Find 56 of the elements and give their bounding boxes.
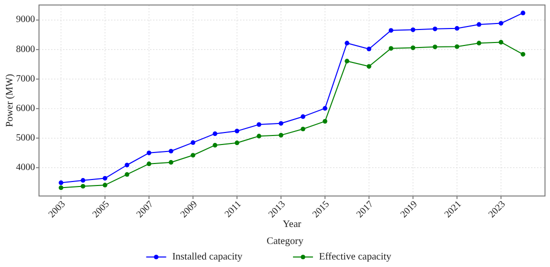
- y-tick-label: 7000: [16, 74, 36, 84]
- point: [322, 106, 328, 111]
- point: [498, 40, 504, 44]
- point: [58, 180, 64, 186]
- point: [388, 46, 394, 51]
- point: [124, 162, 130, 168]
- point: [256, 134, 262, 138]
- point: [190, 152, 196, 158]
- point: [410, 28, 416, 32]
- point: [256, 122, 262, 127]
- point: [278, 132, 284, 138]
- point: [454, 26, 460, 31]
- point: [102, 182, 108, 188]
- point: [454, 44, 460, 49]
- point: [212, 131, 218, 136]
- point: [80, 178, 86, 183]
- y-tick-label: 5000: [16, 133, 36, 144]
- point: [300, 126, 306, 132]
- y-tick-label: 9000: [16, 15, 36, 26]
- legend-title: Category: [266, 236, 304, 247]
- point: [476, 40, 482, 46]
- point: [234, 140, 240, 146]
- point: [212, 142, 218, 148]
- point: [58, 185, 64, 190]
- point: [168, 160, 174, 165]
- point: [388, 28, 394, 33]
- point: [102, 176, 108, 181]
- point: [366, 64, 372, 69]
- point: [168, 148, 174, 154]
- y-tick-label: 8000: [16, 44, 36, 55]
- point: [432, 26, 438, 32]
- x-tick-label: 2011: [223, 199, 244, 220]
- point: [520, 52, 526, 57]
- point: [190, 140, 196, 145]
- point: [322, 119, 328, 124]
- x-axis-title: Year: [282, 219, 302, 230]
- point: [124, 172, 130, 177]
- point: [80, 184, 86, 189]
- point: [344, 40, 350, 46]
- point: [300, 114, 306, 119]
- point: [146, 162, 152, 166]
- point: [146, 150, 152, 156]
- point: [410, 46, 416, 50]
- legend-label: Installed capacity: [172, 251, 242, 262]
- point: [432, 44, 438, 50]
- point: [498, 21, 504, 26]
- point: [366, 46, 372, 52]
- y-tick-label: 6000: [16, 104, 36, 114]
- point: [344, 58, 350, 64]
- point: [234, 128, 240, 134]
- point: [520, 10, 526, 16]
- point: [476, 22, 482, 27]
- point: [278, 121, 284, 126]
- y-tick-label: 4000: [16, 162, 36, 173]
- legend-label: Effective capacity: [319, 251, 392, 262]
- y-axis-title: Power (MW): [4, 74, 16, 128]
